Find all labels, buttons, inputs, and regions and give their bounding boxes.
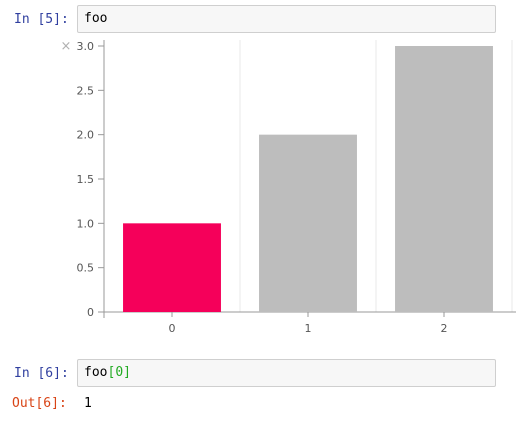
input-prompt-5: In [5]:	[14, 12, 69, 27]
bar-0	[123, 223, 221, 312]
y-tick-label: 1.5	[77, 173, 95, 186]
code-input-cell-6[interactable]: foo[0]	[77, 359, 496, 387]
output-value: 1	[84, 396, 92, 411]
code-identifier: foo	[84, 365, 108, 380]
y-tick-label: 2.0	[77, 129, 95, 142]
y-tick-label: 0	[87, 306, 94, 319]
input-prompt-6: In [6]:	[14, 366, 69, 381]
x-tick-label: 1	[305, 322, 312, 335]
bar-1	[259, 134, 357, 312]
x-tick-label: 2	[441, 322, 448, 335]
code-input-cell-5[interactable]: foo	[77, 5, 496, 33]
y-tick-label: 3.0	[77, 40, 95, 53]
code-open-bracket: [	[107, 365, 116, 380]
bar-2	[395, 46, 493, 312]
y-tick-label: 0.5	[77, 262, 95, 275]
output-prompt-6: Out[6]:	[12, 396, 67, 411]
y-tick-label: 1.0	[77, 217, 95, 230]
bar-chart: 0 0.5 1.0 1.5 2.0 2.5 3.0 0 1 2	[77, 40, 516, 335]
code-index: 0	[115, 365, 124, 380]
x-tick-label: 0	[169, 322, 176, 335]
close-output-icon[interactable]: ×	[60, 39, 72, 54]
y-tick-label: 2.5	[77, 84, 95, 97]
code-close-bracket: ]	[123, 365, 131, 380]
